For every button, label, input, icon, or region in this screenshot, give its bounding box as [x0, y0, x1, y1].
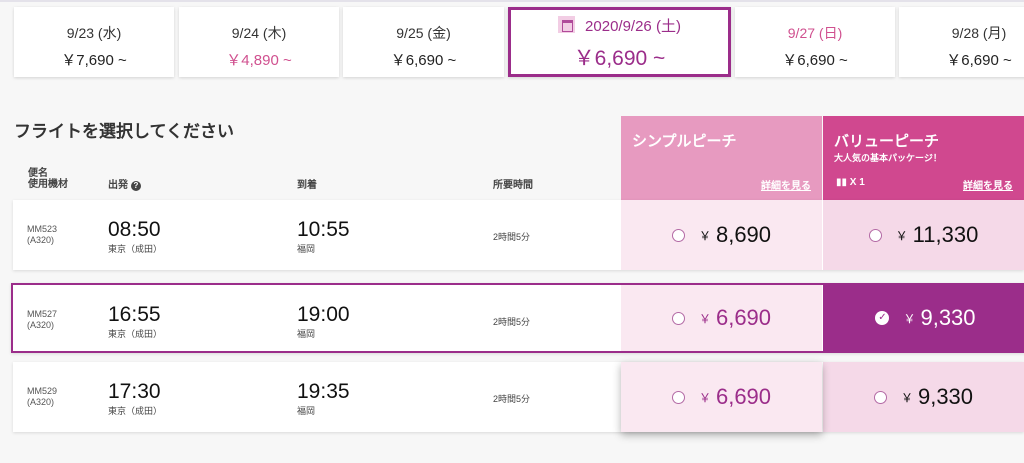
- page-title: フライトを選択してください: [14, 122, 234, 141]
- price: 8,690: [715, 222, 772, 247]
- help-icon[interactable]: ?: [131, 181, 141, 191]
- fare-option-value[interactable]: ￥ 9,330: [823, 362, 1024, 432]
- date-label: 9/25 (金): [396, 25, 451, 41]
- baggage-icon: ▮▮: [836, 177, 848, 188]
- arrival-time: 19:35: [297, 380, 350, 403]
- departure-airport: 東京（成田）: [108, 406, 163, 416]
- departure-time: 17:30: [108, 380, 161, 403]
- flight-number: MM523 (A320): [27, 224, 58, 245]
- date-price: ￥4,890 ~: [226, 52, 292, 69]
- date-card-0924[interactable]: 9/24 (木) ￥4,890 ~: [179, 7, 339, 77]
- radio-icon[interactable]: [873, 390, 887, 404]
- departure-time: 08:50: [108, 218, 161, 241]
- fare-header-value: バリューピーチ 大人気の基本パッケージ！ ▮▮ X 1 詳細を見る: [823, 116, 1024, 200]
- fare-option-value[interactable]: ￥ 11,330: [823, 200, 1024, 270]
- flight-row: MM523 (A320) 08:50 東京（成田） 10:55 福岡 2時間5分 …: [13, 200, 1024, 270]
- fare-subtitle: 大人気の基本パッケージ！: [834, 153, 942, 163]
- price: 6,690: [715, 384, 772, 409]
- date-price: ￥6,690 ~: [390, 52, 457, 69]
- flight-row: MM529 (A320) 17:30 東京（成田） 19:35 福岡 2時間5分 …: [13, 362, 1024, 432]
- price: 9,330: [920, 305, 976, 330]
- radio-icon[interactable]: [671, 228, 685, 242]
- duration: 2時間5分: [493, 394, 531, 404]
- radio-icon[interactable]: [671, 390, 685, 404]
- price: 11,330: [912, 222, 979, 247]
- baggage-count: X 1: [849, 177, 865, 188]
- col-depart: 出発?: [108, 180, 141, 191]
- col-flight: 便名 使用機材: [28, 168, 68, 190]
- arrival-airport: 福岡: [297, 329, 316, 339]
- arrival-airport: 福岡: [297, 244, 316, 254]
- fare-title: シンプルピーチ: [632, 133, 737, 150]
- col-duration: 所要時間: [493, 180, 533, 191]
- radio-icon[interactable]: [671, 311, 685, 325]
- duration: 2時間5分: [493, 232, 531, 242]
- date-price: ￥6,690 ~: [946, 52, 1012, 69]
- fare-option-value-selected[interactable]: ✓ ￥ 9,330: [823, 285, 1024, 351]
- details-link[interactable]: 詳細を見る: [963, 181, 1013, 192]
- col-arrive: 到着: [297, 180, 317, 191]
- check-icon[interactable]: ✓: [875, 311, 890, 325]
- date-price: ￥6,690 ~: [782, 52, 848, 69]
- flight-number: MM529 (A320): [27, 386, 58, 407]
- departure-time: 16:55: [108, 303, 161, 326]
- arrival-time: 10:55: [297, 218, 350, 241]
- date-card-0925[interactable]: 9/25 (金) ￥6,690 ~: [343, 7, 504, 77]
- date-label: 9/23 (水): [66, 25, 122, 41]
- departure-airport: 東京（成田）: [108, 244, 163, 254]
- date-card-0923[interactable]: 9/23 (水) ￥7,690 ~: [14, 7, 174, 77]
- date-price: ￥6,690 ~: [573, 47, 666, 70]
- date-card-0927[interactable]: 9/27 (日) ￥6,690 ~: [735, 7, 895, 77]
- date-label: 2020/9/26 (土): [585, 18, 681, 35]
- date-label: 9/24 (木): [231, 25, 287, 41]
- top-divider: [0, 0, 1024, 2]
- arrival-airport: 福岡: [297, 406, 316, 416]
- details-link[interactable]: 詳細を見る: [761, 181, 811, 192]
- date-label: 9/28 (月): [951, 25, 1007, 41]
- fare-option-simple[interactable]: ￥ 8,690: [621, 200, 822, 270]
- duration: 2時間5分: [493, 317, 531, 327]
- departure-airport: 東京（成田）: [108, 329, 163, 339]
- price: 9,330: [917, 384, 974, 409]
- flight-number: MM527 (A320): [27, 309, 58, 330]
- arrival-time: 19:00: [297, 303, 350, 326]
- fare-option-simple[interactable]: ￥ 6,690: [621, 362, 822, 432]
- calendar-icon[interactable]: [558, 16, 576, 33]
- fare-header-simple: シンプルピーチ 詳細を見る: [621, 116, 822, 200]
- fare-option-simple[interactable]: ￥ 6,690: [621, 285, 822, 351]
- radio-icon[interactable]: [868, 228, 882, 242]
- date-card-0928[interactable]: 9/28 (月) ￥6,690 ~: [899, 7, 1024, 77]
- price: 6,690: [715, 305, 772, 330]
- date-card-selected[interactable]: 2020/9/26 (土) ￥6,690 ~: [508, 7, 731, 77]
- fare-title: バリューピーチ: [834, 133, 940, 150]
- date-price: ￥7,690 ~: [61, 52, 127, 69]
- flight-row-selected: MM527 (A320) 16:55 東京（成田） 19:00 福岡 2時間5分 …: [11, 283, 1024, 353]
- date-label: 9/27 (日): [787, 25, 843, 41]
